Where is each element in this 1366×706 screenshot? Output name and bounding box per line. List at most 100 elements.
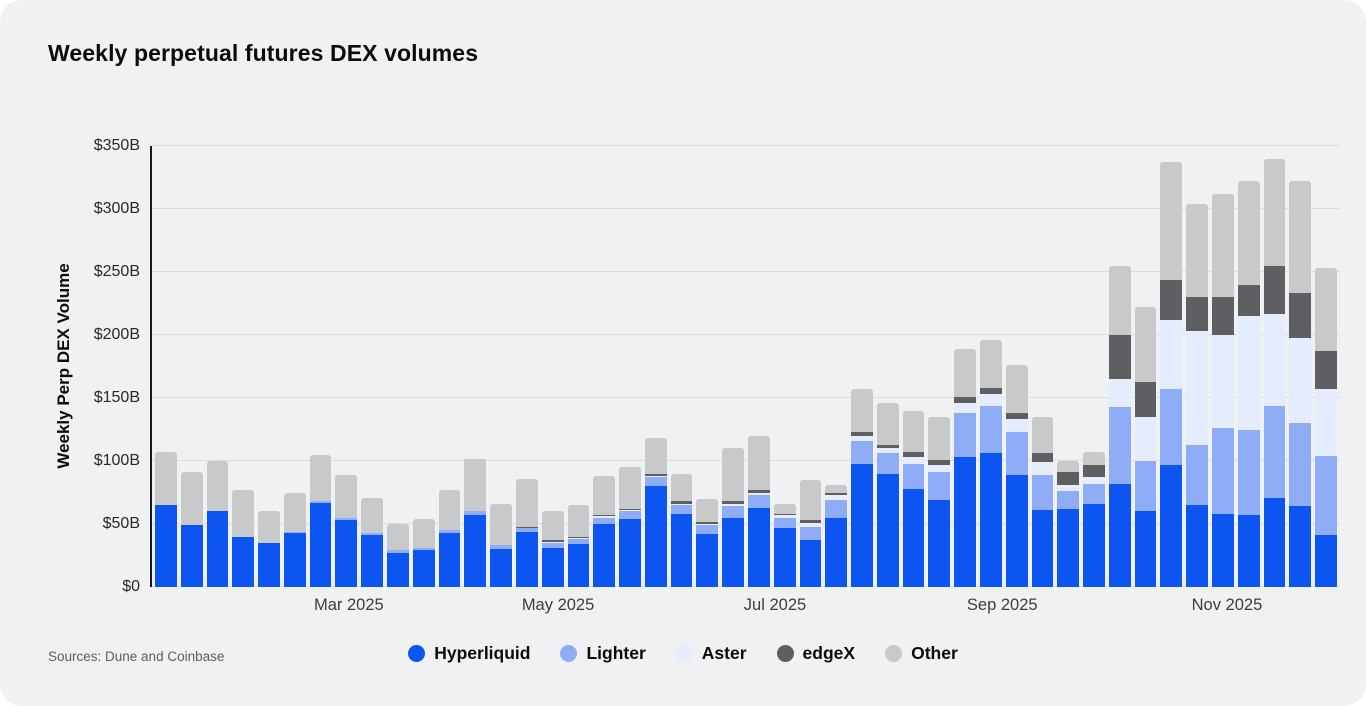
bar-segment-edgex — [747, 490, 770, 493]
bar-segment-edgex — [1057, 472, 1080, 485]
bar-segment-other — [1083, 452, 1105, 465]
bar-segment-hyperliquid — [928, 500, 951, 587]
bar-segment-hyperliquid — [490, 549, 512, 587]
bar-segment-aster — [825, 495, 848, 501]
bar-segment-lighter — [309, 501, 332, 503]
bar-segment-other — [799, 479, 822, 521]
bar-segment-other — [851, 389, 873, 433]
bar-segment-aster — [1315, 389, 1337, 456]
bar-segment-hyperliquid — [799, 540, 822, 587]
bar-segment-other — [1186, 204, 1209, 298]
bar-segment-other — [1134, 307, 1157, 382]
bar-segment-lighter — [902, 463, 925, 489]
bar-segment-hyperliquid — [747, 507, 770, 587]
bar-segment-other — [1315, 268, 1337, 352]
bar-segment-other — [438, 490, 461, 531]
bar-segment-aster — [1186, 331, 1209, 445]
bar-segment-other — [541, 511, 564, 541]
x-tick-label: Nov 2025 — [1191, 596, 1263, 614]
bar-segment-lighter — [619, 511, 641, 519]
bar — [1315, 268, 1337, 587]
bar-segment-lighter — [747, 495, 770, 508]
legend-dot-aster-icon — [675, 645, 693, 662]
y-tick-label: $300B — [93, 200, 140, 217]
y-tick-label: $100B — [93, 452, 140, 469]
bar-segment-other — [876, 403, 899, 445]
bar-segment-lighter — [412, 547, 435, 551]
bar-segment-edgex — [670, 501, 693, 504]
bar-segment-hyperliquid — [1263, 497, 1286, 587]
bar-segment-hyperliquid — [954, 457, 976, 587]
bar-segment-lighter — [361, 532, 384, 536]
bar-segment-hyperliquid — [335, 520, 358, 587]
bar-segment-edgex — [1005, 413, 1028, 420]
bar-segment-lighter — [1005, 432, 1028, 475]
bar-segment-hyperliquid — [593, 524, 616, 587]
bar-segment-lighter — [387, 550, 409, 553]
legend-item-edgex: edgeX — [776, 643, 855, 664]
plot-area — [150, 145, 1340, 587]
bar-segment-lighter — [644, 477, 667, 487]
bar-segment-other — [954, 348, 976, 397]
bar-segment-hyperliquid — [541, 547, 564, 587]
bar-segment-edgex — [696, 521, 719, 525]
legend-label: Hyperliquid — [434, 643, 531, 663]
bar-segment-lighter — [1057, 491, 1080, 509]
bar-segment-hyperliquid — [980, 453, 1002, 587]
bar-segment-hyperliquid — [1057, 508, 1080, 587]
bar — [155, 452, 177, 587]
bar — [876, 403, 899, 587]
bar — [206, 461, 229, 587]
bar-segment-lighter — [1031, 474, 1054, 511]
bar-segment-aster — [670, 503, 693, 506]
bar-segment-lighter — [1186, 444, 1209, 506]
bar-segment-hyperliquid — [1031, 510, 1054, 587]
bar-segment-hyperliquid — [851, 463, 873, 587]
bar — [258, 511, 280, 587]
bar-segment-aster — [954, 403, 976, 414]
bar-segment-aster — [799, 522, 822, 527]
x-tick-label: Jul 2025 — [743, 596, 807, 614]
bar-segment-hyperliquid — [206, 511, 229, 587]
bar — [1083, 452, 1105, 587]
bar-segment-hyperliquid — [309, 502, 332, 587]
bar-segment-hyperliquid — [515, 531, 538, 587]
bar-segment-edgex — [902, 452, 925, 458]
bar-segment-other — [232, 490, 255, 537]
bar-segment-other — [464, 458, 487, 512]
bar-segment-other — [1263, 158, 1286, 266]
bar-segment-other — [644, 438, 667, 474]
bar-segment-lighter — [1263, 405, 1286, 498]
bar — [1160, 162, 1183, 587]
bar-segment-lighter — [851, 440, 873, 464]
bar-segment-lighter — [1134, 461, 1157, 512]
bar-segment-lighter — [1289, 423, 1312, 507]
bar-segment-edgex — [1160, 279, 1183, 320]
bar-segment-hyperliquid — [1134, 511, 1157, 587]
bar-segment-edgex — [1289, 293, 1312, 338]
bar-segment-edgex — [928, 459, 951, 465]
bar-segment-hyperliquid — [180, 525, 203, 587]
bar-segment-lighter — [1083, 483, 1105, 504]
bar-segment-edgex — [1134, 381, 1157, 417]
bar-segment-edgex — [644, 473, 667, 477]
x-tick-label: Mar 2025 — [314, 596, 384, 614]
bar-segment-hyperliquid — [567, 544, 590, 587]
bar-segment-hyperliquid — [1237, 515, 1260, 587]
bar — [670, 473, 693, 587]
bar-segment-aster — [773, 515, 796, 518]
bar-segment-aster — [541, 541, 564, 543]
bar-segment-edgex — [851, 432, 873, 436]
bar — [1237, 181, 1260, 587]
bar — [593, 476, 616, 587]
bar-segment-aster — [1237, 316, 1260, 430]
bar-segment-aster — [851, 435, 873, 441]
gridline — [152, 586, 1340, 587]
bar-segment-other — [902, 410, 925, 453]
bar-segment-hyperliquid — [258, 542, 280, 587]
bar-segment-lighter — [1237, 429, 1260, 516]
bar — [283, 492, 306, 587]
bar-segment-other — [412, 518, 435, 548]
bar-segment-aster — [747, 492, 770, 496]
bar-segment-other — [696, 498, 719, 522]
